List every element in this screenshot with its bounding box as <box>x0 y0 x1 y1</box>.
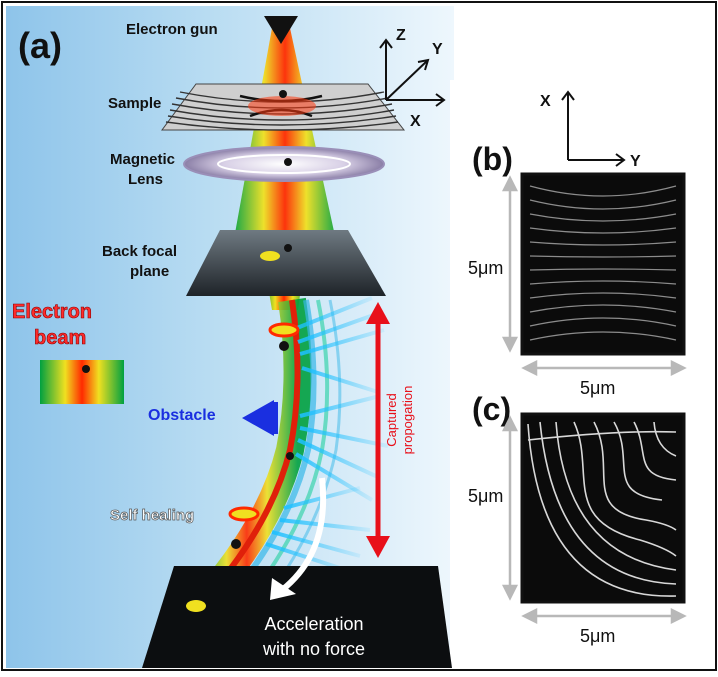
axis-x-label: X <box>410 113 421 130</box>
lens-focus-dot <box>284 158 292 166</box>
magnetic-lens <box>183 146 385 182</box>
axis-y-label: Y <box>432 41 443 58</box>
acceleration-label-line1: Acceleration <box>264 614 363 634</box>
panel-b-fringes <box>529 185 677 341</box>
panel-b-label: (b) <box>472 141 513 177</box>
acceleration-label-line2: with no force <box>262 639 365 659</box>
obstacle-label: Obstacle <box>148 407 216 424</box>
bottom-spot <box>186 600 206 612</box>
sample-beam-spot <box>248 96 316 116</box>
electron-beam-swatch-dot <box>82 365 90 373</box>
panel-divider <box>450 80 460 668</box>
electron-gun-icon <box>264 16 298 44</box>
beam-upper <box>232 28 338 250</box>
electron-beam-label-line1: Electron <box>12 301 92 323</box>
scale-bars <box>501 175 687 625</box>
magnetic-lens-label-line1: Magnetic <box>110 151 175 168</box>
captured-label-line2: propogation <box>400 386 415 455</box>
beam-dot-2 <box>286 452 294 460</box>
sample-label: Sample <box>108 95 161 112</box>
scale-c-horizontal: 5μm <box>580 626 615 646</box>
acceleration-arrow <box>270 477 327 600</box>
obstacle-bar <box>274 402 278 434</box>
axis2d-y-label: Y <box>630 153 641 170</box>
back-focal-label-line2: plane <box>130 263 169 280</box>
focal-spot <box>260 251 280 261</box>
scale-b-horizontal: 5μm <box>580 378 615 398</box>
beam-spot-2 <box>228 506 260 522</box>
axes-2d <box>561 90 626 167</box>
panel-a-label: (a) <box>18 25 62 66</box>
electron-gun-label: Electron gun <box>126 21 218 38</box>
panel-b-image <box>520 172 686 356</box>
obstacle-icon <box>242 400 274 436</box>
beam-center-dot <box>279 90 287 98</box>
scale-c-vertical: 5μm <box>468 486 503 506</box>
captured-label-line1: Captured <box>384 393 399 446</box>
scale-b-vertical: 5μm <box>468 258 503 278</box>
axes-3d <box>379 38 446 107</box>
electron-beam-label-line2: beam <box>34 327 86 349</box>
focal-dot <box>284 244 292 252</box>
self-healing-label: Self healing <box>110 507 194 524</box>
bottom-plane <box>142 566 452 668</box>
magnetic-lens-inner <box>217 154 351 174</box>
beam-spot-1 <box>268 322 300 338</box>
panels-bc: X Y (b) (c) <box>468 90 687 646</box>
beam-dot-1 <box>279 341 289 351</box>
panel-c-image <box>520 412 686 604</box>
back-focal-label-line1: Back focal <box>102 243 177 260</box>
axis-z-label: Z <box>396 27 406 44</box>
back-focal-plane <box>186 230 386 296</box>
panel-c-label: (c) <box>472 391 511 427</box>
captured-propagation-arrow <box>366 302 390 558</box>
electron-beam-swatch <box>40 360 124 404</box>
beam-dot-3 <box>231 539 241 549</box>
panel-c-fringes <box>527 421 677 597</box>
side-lobes <box>265 296 389 572</box>
panel-a: (a) Electron gun Sample Magnetic Lens Ba… <box>6 6 460 668</box>
magnetic-lens-label-line2: Lens <box>128 171 163 188</box>
axis2d-x-label: X <box>540 93 551 110</box>
